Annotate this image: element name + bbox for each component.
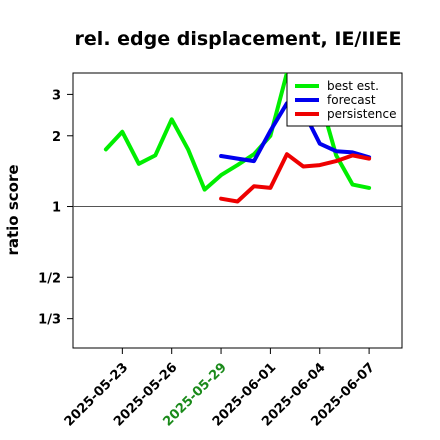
series-line-persistence (219, 152, 372, 204)
y-axis: 1/3 1/2 1 2 3 (38, 88, 73, 328)
y-tick-label: 1/3 (38, 313, 61, 328)
plot-frame (72, 72, 403, 349)
y-tick-label: 1 (52, 201, 61, 216)
legend-label: forecast (327, 93, 376, 107)
y-tick-label: 3 (52, 88, 61, 103)
chart-title: rel. edge displacement, IE/IIEE (75, 28, 402, 50)
legend-label: best est. (327, 79, 379, 93)
x-axis: 2025-05-232025-05-262025-05-292025-06-01… (62, 348, 378, 430)
y-axis-label: ratio score (4, 164, 22, 255)
y-tick-label: 1/2 (38, 271, 61, 286)
plot-area (72, 72, 403, 349)
legend-label: persistence (327, 107, 396, 121)
y-tick-label: 2 (52, 130, 61, 145)
